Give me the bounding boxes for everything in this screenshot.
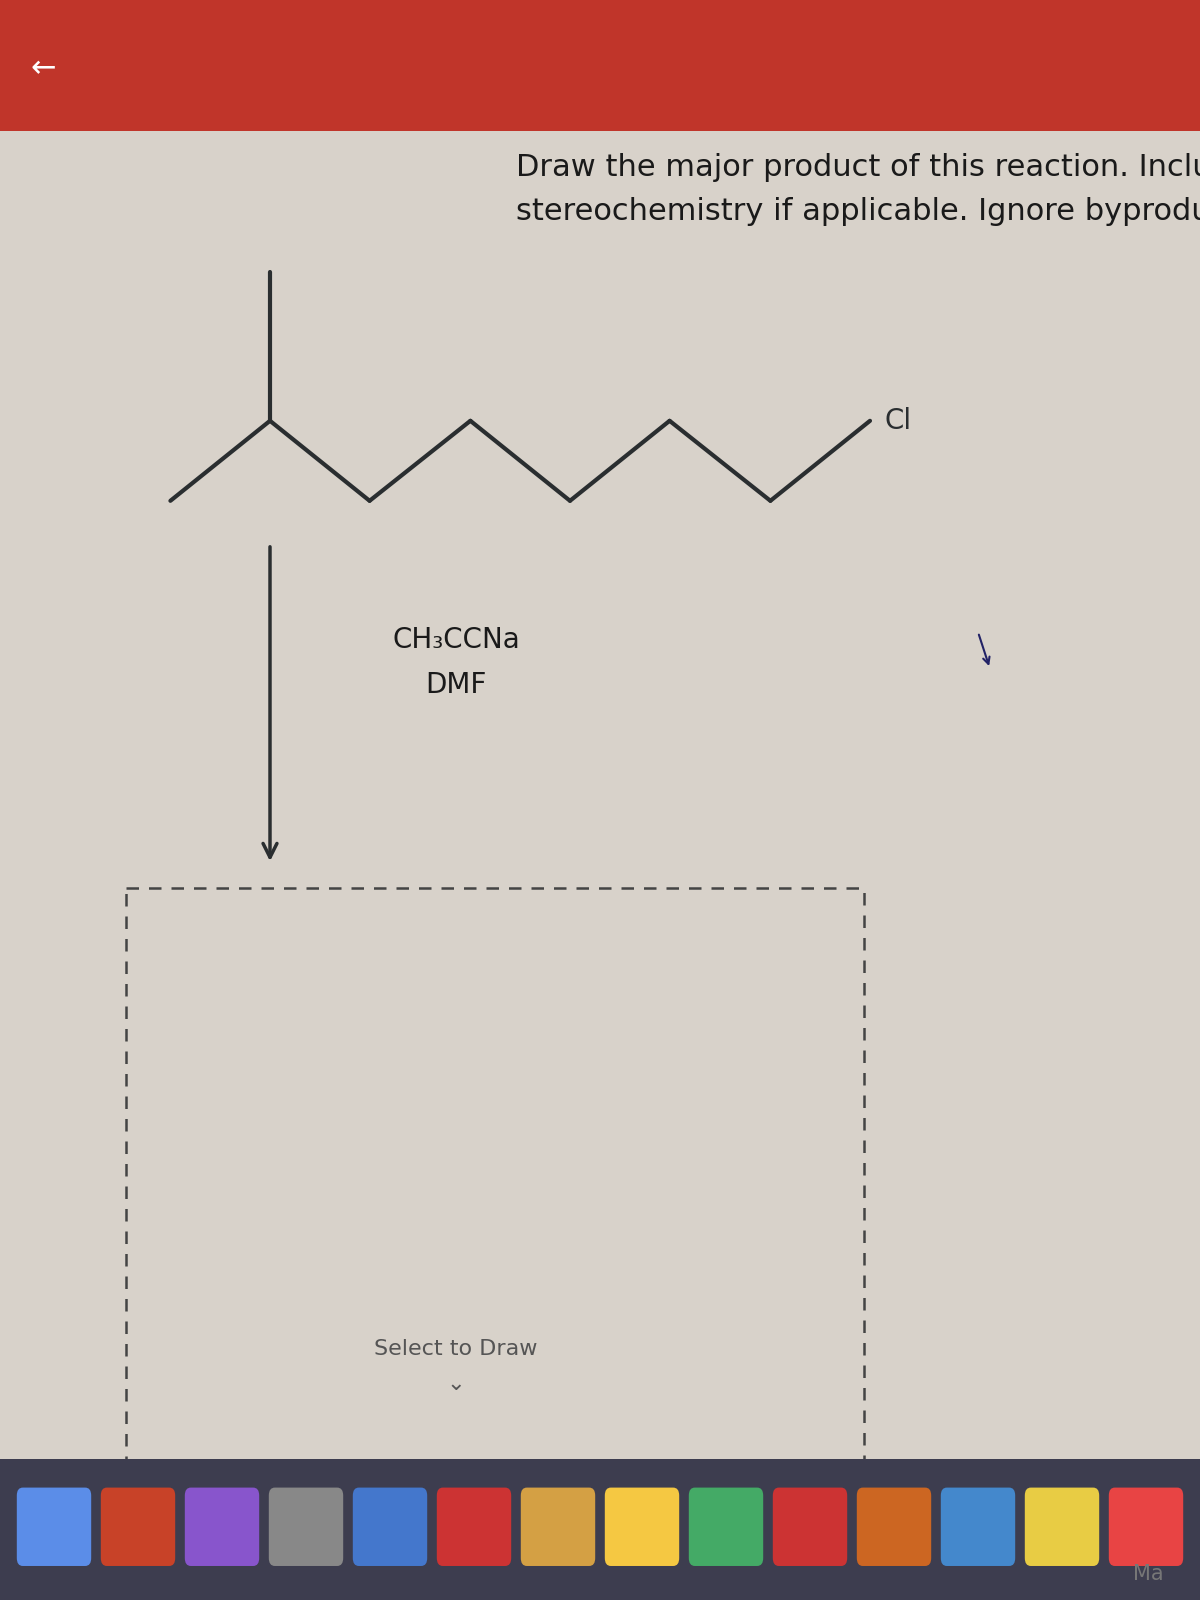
FancyBboxPatch shape (605, 1488, 679, 1566)
Text: Ma: Ma (1133, 1565, 1164, 1584)
Text: DMF: DMF (425, 670, 487, 699)
FancyBboxPatch shape (521, 1488, 595, 1566)
Text: stereochemistry if applicable. Ignore byproducts.: stereochemistry if applicable. Ignore by… (516, 197, 1200, 226)
Text: CH₃CCNa: CH₃CCNa (392, 626, 520, 654)
FancyBboxPatch shape (941, 1488, 1015, 1566)
Text: Draw the major product of this reaction. Include: Draw the major product of this reaction.… (516, 154, 1200, 182)
Text: ⌄: ⌄ (446, 1374, 466, 1394)
FancyBboxPatch shape (689, 1488, 763, 1566)
Bar (0, 0, 1200, 131)
FancyBboxPatch shape (1025, 1488, 1099, 1566)
FancyBboxPatch shape (857, 1488, 931, 1566)
FancyBboxPatch shape (17, 1488, 91, 1566)
Text: ←: ← (30, 54, 55, 83)
FancyBboxPatch shape (437, 1488, 511, 1566)
FancyBboxPatch shape (353, 1488, 427, 1566)
FancyBboxPatch shape (269, 1488, 343, 1566)
Text: Select to Draw: Select to Draw (374, 1339, 538, 1358)
FancyBboxPatch shape (773, 1488, 847, 1566)
FancyBboxPatch shape (101, 1488, 175, 1566)
Bar (0, 1459, 1200, 1600)
FancyBboxPatch shape (185, 1488, 259, 1566)
FancyBboxPatch shape (1109, 1488, 1183, 1566)
Text: Cl: Cl (884, 406, 912, 435)
